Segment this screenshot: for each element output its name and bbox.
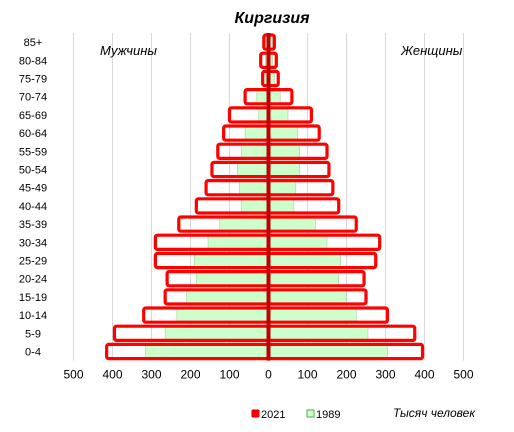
bar-1989-female bbox=[268, 125, 299, 141]
x-tick-label: 400 bbox=[414, 368, 434, 382]
legend: 2021 1989 bbox=[251, 409, 340, 421]
grid-lines bbox=[73, 33, 464, 361]
chart-title: Киргизия bbox=[234, 10, 310, 27]
legend-label-1989: 1989 bbox=[316, 409, 340, 421]
bar-1989-female bbox=[268, 143, 301, 160]
x-tick-label: 100 bbox=[297, 368, 317, 382]
bar-1989-male bbox=[219, 216, 269, 232]
legend-swatch-2021 bbox=[251, 409, 260, 418]
bar-1989-female bbox=[268, 252, 341, 269]
category-label: 80-84 bbox=[19, 55, 47, 67]
bar-1989-male bbox=[240, 198, 269, 214]
bar-1989-female bbox=[268, 343, 388, 360]
bar-1989-female bbox=[268, 107, 289, 123]
x-tick-label: 300 bbox=[141, 368, 161, 382]
bar-1989-female bbox=[268, 216, 316, 232]
bar-1989-male bbox=[164, 325, 269, 342]
bar-1989-male bbox=[186, 288, 269, 305]
category-label: 65-69 bbox=[19, 110, 47, 122]
x-tick-label: 500 bbox=[63, 368, 83, 382]
bar-1989-male bbox=[196, 270, 269, 287]
x-tick-label: 500 bbox=[453, 368, 473, 382]
male-label: Мужчины bbox=[100, 43, 157, 58]
bar-1989-male bbox=[238, 179, 269, 196]
bar-1989-female bbox=[268, 270, 339, 287]
bar-1989-female bbox=[268, 234, 328, 251]
unit-label: Тысяч человек bbox=[393, 406, 476, 420]
bar-1989-female bbox=[268, 288, 347, 305]
category-label: 30-34 bbox=[19, 237, 47, 249]
category-label: 70-74 bbox=[19, 92, 47, 104]
bar-1989-female bbox=[268, 179, 297, 196]
legend-label-2021: 2021 bbox=[261, 409, 285, 421]
category-label: 0-4 bbox=[25, 347, 41, 359]
bar-1989-female bbox=[268, 161, 301, 178]
x-tick-label: 200 bbox=[180, 368, 200, 382]
bar-1989-male bbox=[194, 252, 269, 269]
x-tick-labels: 500 400 300 200 100 0 100 200 300 400 500 bbox=[63, 368, 473, 382]
bar-1989-male bbox=[207, 234, 269, 251]
series-1989 bbox=[145, 34, 388, 360]
bar-1989-male bbox=[145, 343, 269, 360]
x-tick-label: 200 bbox=[336, 368, 356, 382]
category-label: 55-59 bbox=[19, 146, 47, 158]
bar-1989-male bbox=[237, 161, 269, 178]
category-label: 45-49 bbox=[19, 183, 47, 195]
category-label: 10-14 bbox=[19, 310, 47, 322]
bar-1989-male bbox=[176, 307, 269, 323]
bar-1989-female bbox=[268, 307, 357, 323]
category-label: 35-39 bbox=[19, 219, 47, 231]
category-label: 5-9 bbox=[25, 328, 41, 340]
category-label: 50-54 bbox=[19, 165, 47, 177]
category-label: 60-64 bbox=[19, 128, 47, 140]
x-tick-label: 400 bbox=[102, 368, 122, 382]
zero-axis-line bbox=[266, 33, 271, 361]
bar-1989-male bbox=[240, 143, 269, 160]
bar-1989-female bbox=[268, 325, 369, 342]
category-label: 40-44 bbox=[19, 201, 47, 213]
x-tick-label: 0 bbox=[265, 368, 272, 382]
female-label: Женщины bbox=[400, 43, 463, 58]
x-tick-label: 300 bbox=[375, 368, 395, 382]
category-label: 20-24 bbox=[19, 274, 47, 286]
category-label: 25-29 bbox=[19, 256, 47, 268]
bar-1989-male bbox=[244, 125, 269, 141]
bar-1989-female bbox=[268, 198, 295, 214]
category-label: 15-19 bbox=[19, 292, 47, 304]
category-labels: 0-4 5-9 10-14 15-19 20-24 25-29 30-34 35-39 40-4… bbox=[19, 37, 47, 358]
category-label: 75-79 bbox=[19, 74, 47, 86]
x-tick-label: 100 bbox=[219, 368, 239, 382]
category-label: 85+ bbox=[24, 37, 43, 49]
legend-swatch-1989 bbox=[306, 409, 315, 418]
